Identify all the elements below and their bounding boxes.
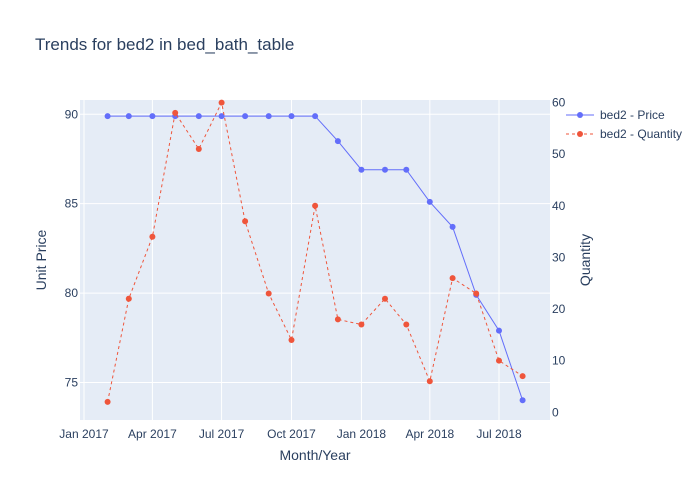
data-point[interactable] [149, 113, 156, 120]
data-point[interactable] [382, 295, 388, 302]
y2-tick-label: 60 [552, 96, 566, 110]
data-point[interactable] [449, 275, 456, 282]
x-axis-title: Month/Year [279, 447, 350, 463]
y2-tick-label: 0 [552, 405, 559, 419]
data-point[interactable] [265, 113, 272, 120]
y-tick-label: 90 [65, 107, 79, 121]
data-point[interactable] [496, 357, 502, 364]
data-point[interactable] [125, 295, 132, 302]
legend: bed2 - Price bed2 - Quantity [566, 108, 682, 141]
data-point[interactable] [312, 202, 319, 209]
data-point[interactable] [218, 113, 225, 120]
y-axis-title: Unit Price [33, 229, 49, 290]
x-tick-label: Jan 2018 [337, 427, 387, 441]
data-point[interactable] [426, 198, 433, 205]
data-point[interactable] [496, 327, 502, 334]
data-point[interactable] [382, 166, 388, 173]
series-layer [104, 99, 526, 405]
chart-title: Trends for bed2 in bed_bath_table [35, 35, 294, 54]
data-point[interactable] [172, 109, 179, 116]
legend-marker [577, 131, 583, 137]
y-tick-label: 85 [65, 197, 79, 211]
legend-label[interactable]: bed2 - Price [600, 108, 665, 122]
data-point[interactable] [334, 138, 341, 145]
data-point[interactable] [104, 398, 111, 405]
x-tick-label: Jul 2018 [476, 427, 522, 441]
y2-tick-label: 50 [552, 147, 566, 161]
legend-label[interactable]: bed2 - Quantity [600, 127, 682, 141]
data-point[interactable] [242, 113, 249, 120]
data-point[interactable] [104, 113, 111, 120]
data-point[interactable] [312, 113, 319, 120]
data-point[interactable] [195, 146, 202, 152]
x-tick-label: Oct 2017 [267, 427, 316, 441]
data-point[interactable] [265, 290, 272, 297]
x-tick-label: Jan 2017 [59, 427, 109, 441]
x-tick-label: Jul 2017 [199, 427, 245, 441]
data-point[interactable] [403, 321, 410, 328]
data-point[interactable] [426, 378, 433, 385]
y2-axis-title: Quantity [577, 234, 593, 286]
data-point[interactable] [519, 397, 526, 404]
legend-marker [577, 112, 583, 118]
y-tick-label: 80 [65, 286, 79, 300]
data-point[interactable] [334, 316, 341, 323]
data-point[interactable] [242, 218, 249, 225]
axis-layer: Jan 2017 Apr 2017 Jul 2017 Oct 2017 Jan 2018… [59, 96, 565, 441]
data-point[interactable] [358, 166, 365, 173]
data-point[interactable] [449, 223, 456, 230]
data-point[interactable] [288, 113, 295, 120]
y2-tick-label: 20 [552, 302, 566, 316]
grid-layer [80, 100, 550, 420]
data-point[interactable] [519, 373, 526, 380]
y2-tick-label: 40 [552, 199, 566, 213]
data-point[interactable] [358, 321, 365, 328]
y-tick-label: 75 [65, 375, 79, 389]
data-point[interactable] [195, 113, 202, 120]
y2-tick-label: 10 [552, 354, 566, 368]
data-point[interactable] [149, 233, 156, 240]
data-point[interactable] [473, 290, 480, 297]
x-tick-label: Apr 2018 [405, 427, 454, 441]
plot-area [80, 100, 550, 420]
y2-tick-label: 30 [552, 250, 566, 264]
x-tick-label: Apr 2017 [128, 427, 177, 441]
data-point[interactable] [218, 99, 225, 106]
data-point[interactable] [125, 113, 132, 120]
data-point[interactable] [288, 337, 295, 343]
data-point[interactable] [403, 166, 410, 173]
